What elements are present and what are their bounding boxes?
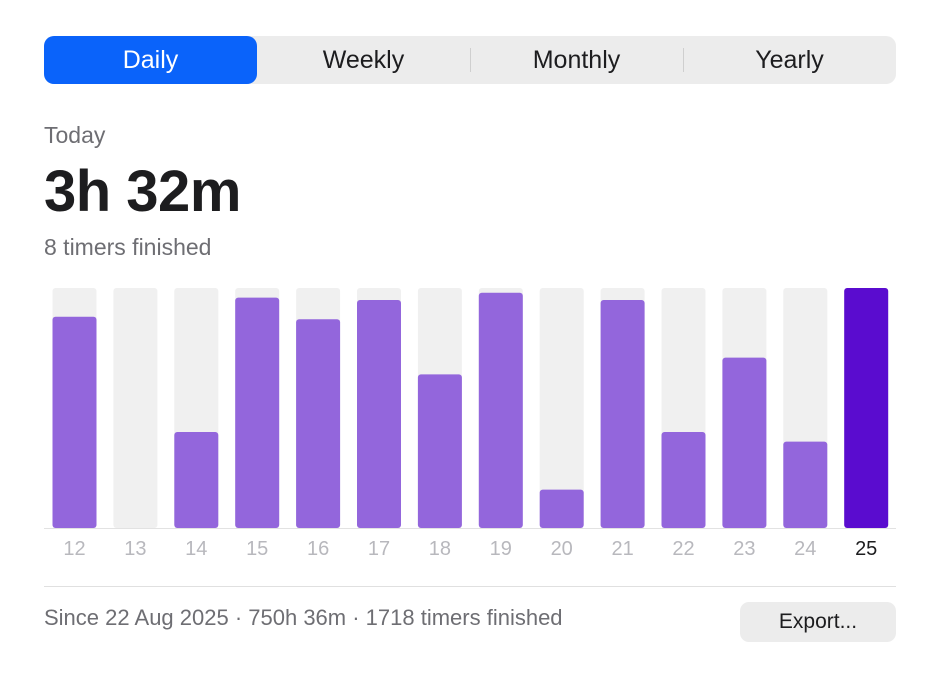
x-tick-label-18: 18 — [429, 538, 451, 560]
x-tick-label-22: 22 — [672, 538, 694, 560]
bar-22[interactable] — [661, 432, 706, 528]
period-segmented-control: Daily Weekly Monthly Yearly — [44, 36, 896, 84]
tab-monthly[interactable]: Monthly — [470, 36, 683, 84]
x-tick-label-12: 12 — [63, 538, 85, 560]
segment-divider — [683, 48, 684, 72]
bar-track-20 — [539, 288, 584, 528]
timers-finished-count: 8 timers finished — [44, 234, 212, 260]
bar-21[interactable] — [600, 300, 645, 528]
bar-track-13 — [113, 288, 158, 528]
bar-17[interactable] — [357, 300, 401, 528]
x-tick-label-13: 13 — [124, 538, 146, 560]
tab-daily[interactable]: Daily — [44, 36, 257, 84]
daily-bar-chart: 12 13 14 15 16 17 18 19 20 21 22 23 24 25 — [44, 288, 896, 560]
bar-12[interactable] — [52, 316, 97, 528]
bar-15[interactable] — [235, 297, 280, 528]
bar-16[interactable] — [296, 319, 341, 528]
x-tick-label-14: 14 — [185, 538, 207, 560]
segment-divider — [470, 48, 471, 72]
bar-25[interactable] — [844, 288, 889, 528]
all-time-summary: Since 22 Aug 2025 · 750h 36m · 1718 time… — [44, 605, 563, 630]
export-button[interactable]: Export... — [740, 602, 896, 642]
bar-19[interactable] — [478, 292, 523, 528]
x-tick-label-16: 16 — [307, 538, 329, 560]
bar-18[interactable] — [417, 374, 462, 528]
x-tick-label-25: 25 — [855, 538, 877, 560]
x-tick-label-24: 24 — [794, 538, 816, 560]
x-tick-label-20: 20 — [551, 538, 573, 560]
total-time: 3h 32m — [44, 159, 241, 224]
x-tick-label-19: 19 — [490, 538, 512, 560]
x-tick-label-21: 21 — [611, 538, 633, 560]
x-tick-label-15: 15 — [246, 538, 268, 560]
x-tick-label-17: 17 — [368, 538, 390, 560]
tab-weekly[interactable]: Weekly — [322, 45, 405, 74]
bar-24[interactable] — [783, 441, 828, 528]
footer-divider — [44, 586, 896, 587]
period-label: Today — [44, 122, 106, 148]
bar-20[interactable] — [539, 489, 584, 528]
tab-monthly-label: Monthly — [532, 45, 621, 74]
tab-yearly-label: Yearly — [755, 45, 824, 74]
bar-23[interactable] — [722, 357, 767, 528]
x-tick-label-23: 23 — [733, 538, 755, 560]
bar-14[interactable] — [174, 432, 219, 528]
tab-yearly[interactable]: Yearly — [683, 36, 896, 84]
